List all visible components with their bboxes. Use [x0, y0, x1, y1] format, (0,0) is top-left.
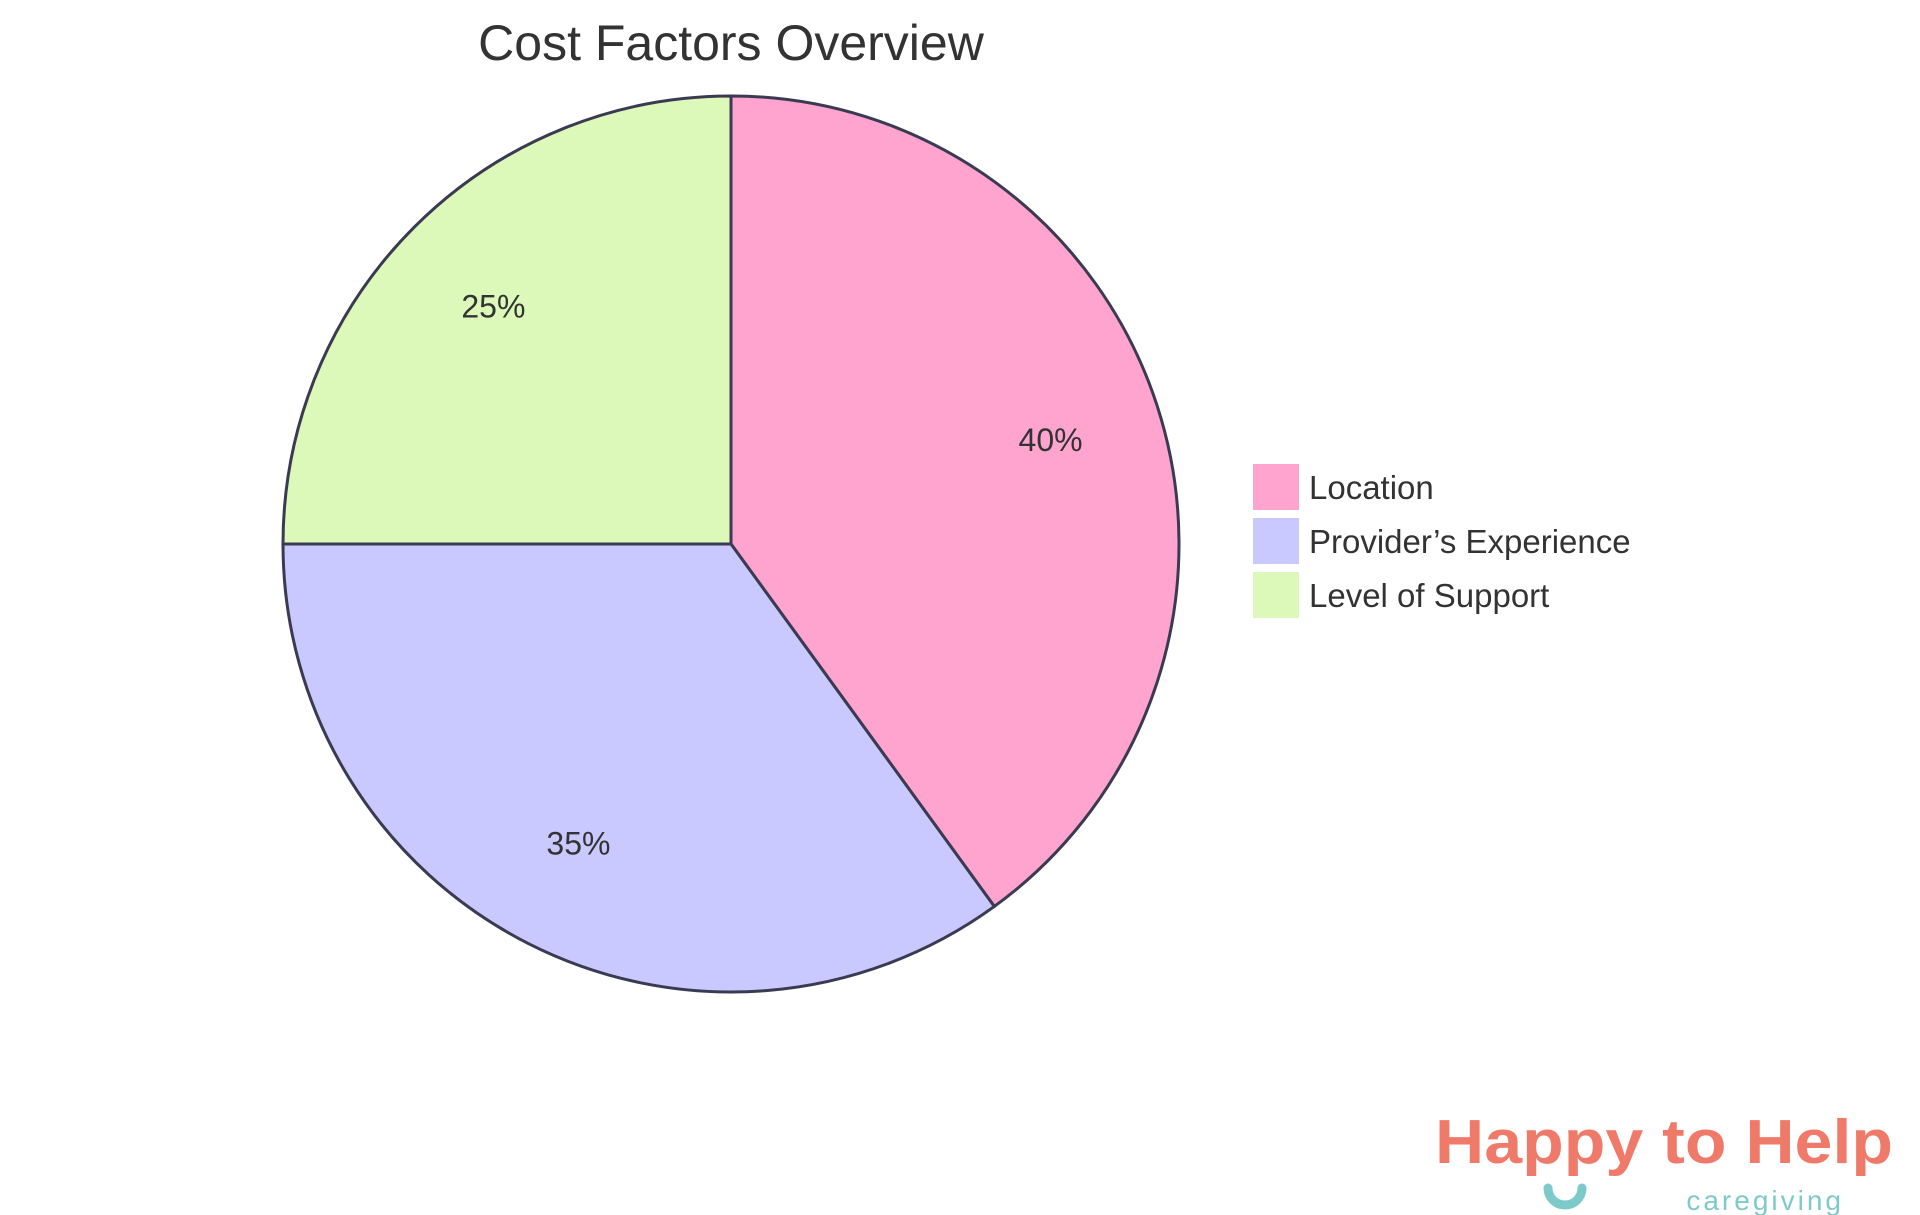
slice-label: 35%	[546, 825, 610, 861]
pie-slice	[281, 542, 997, 994]
legend-label: Provider’s Experience	[1309, 523, 1631, 560]
legend-swatch	[1253, 572, 1299, 618]
logo-smile-icon	[1543, 1183, 1587, 1210]
slice-label: 40%	[1019, 422, 1083, 458]
logo: Happy to Help caregiving	[1435, 1108, 1893, 1215]
slice-label: 25%	[461, 288, 525, 324]
logo-subtext: caregiving	[1686, 1185, 1844, 1215]
legend-swatch	[1253, 464, 1299, 510]
chart-title: Cost Factors Overview	[478, 15, 985, 71]
pie-slice	[281, 94, 733, 546]
logo-text: Happy to Help	[1435, 1108, 1893, 1177]
legend: Location Provider’s Experience Level of Su…	[1253, 464, 1631, 618]
legend-label: Level of Support	[1309, 577, 1549, 614]
legend-swatch	[1253, 518, 1299, 564]
legend-label: Location	[1309, 469, 1434, 506]
pie-slice	[729, 94, 1181, 909]
